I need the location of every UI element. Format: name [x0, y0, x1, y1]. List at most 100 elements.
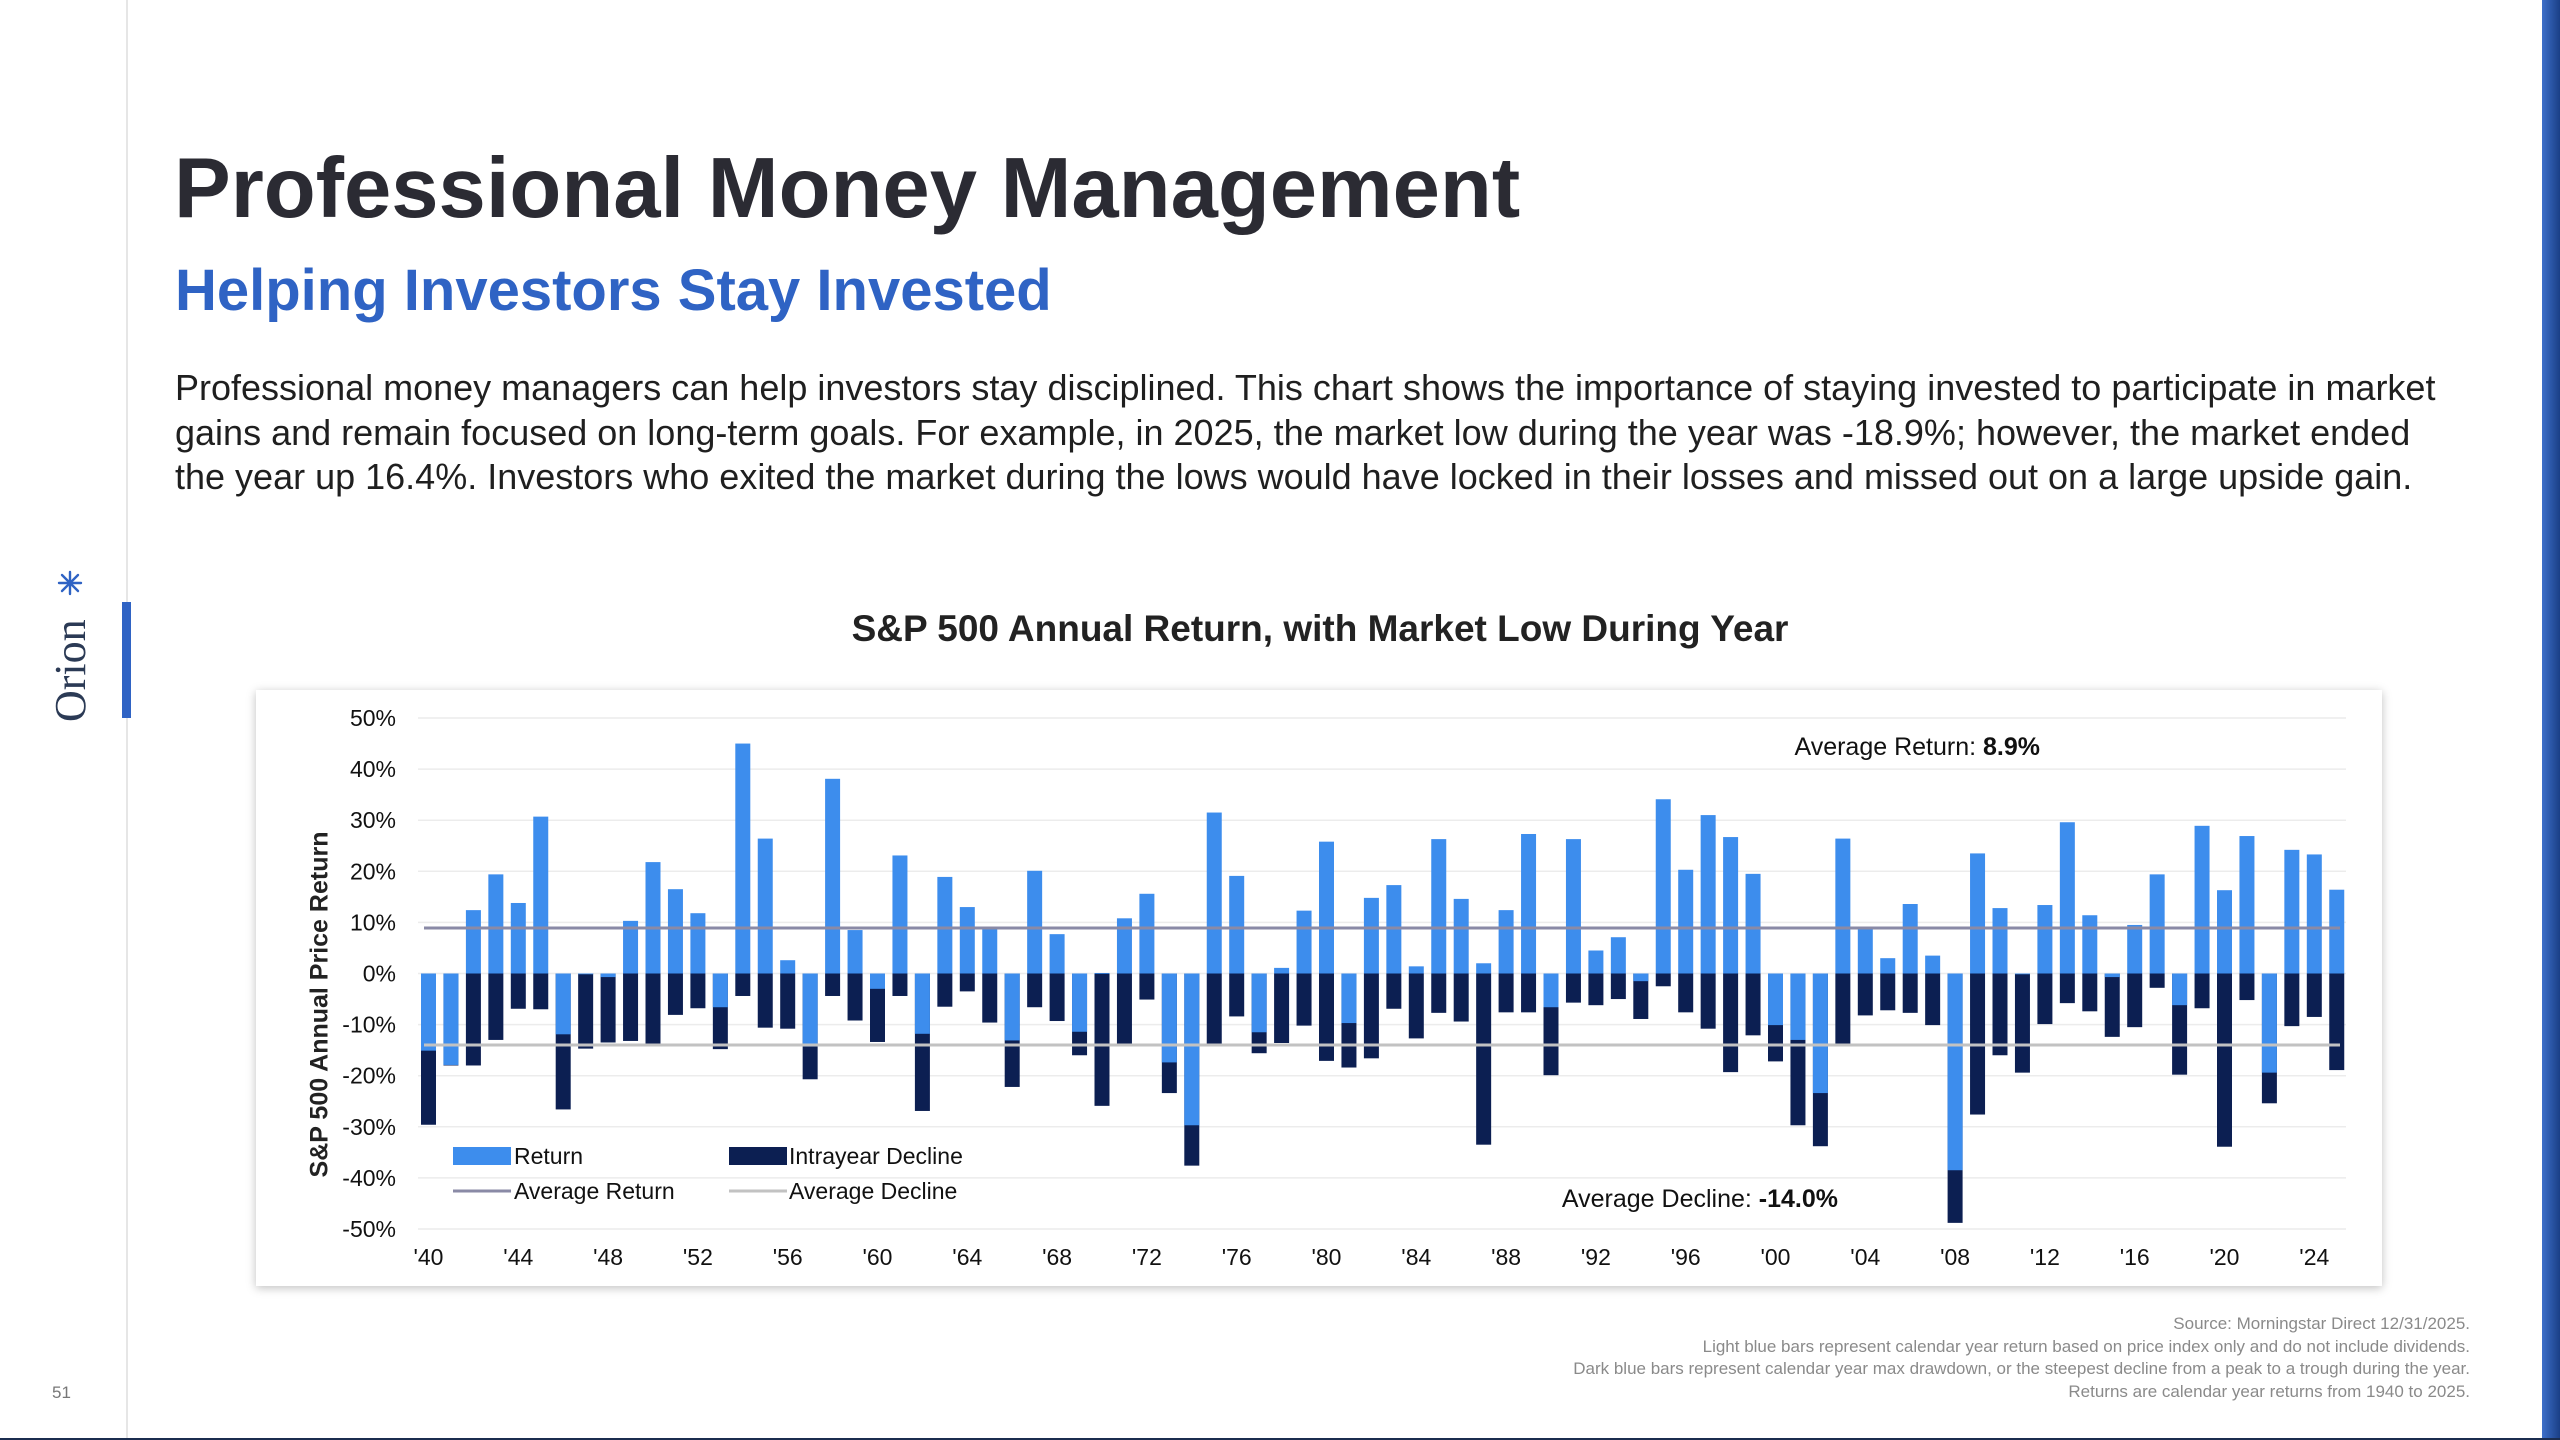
x-tick-label: '56 — [773, 1244, 803, 1270]
x-tick-label: '08 — [1940, 1244, 1970, 1270]
y-tick-label: -30% — [342, 1114, 396, 1140]
decline-bar — [1139, 973, 1155, 1000]
decline-bar — [1498, 973, 1514, 1013]
return-bar — [2149, 874, 2165, 974]
x-tick-label: '72 — [1132, 1244, 1162, 1270]
x-tick-label: '64 — [952, 1244, 982, 1270]
return-bar — [1790, 973, 1806, 1040]
return-bar — [2127, 924, 2143, 974]
return-bar — [914, 973, 930, 1034]
decline-bar — [2194, 973, 2210, 1009]
return-bar — [2059, 822, 2075, 974]
decline-bar — [2239, 973, 2255, 1001]
decline-bar — [1386, 973, 1402, 1009]
decline-bar — [1431, 973, 1447, 1013]
y-tick-label: 0% — [363, 961, 396, 987]
y-tick-label: 30% — [350, 807, 396, 833]
average-return-annotation: Average Return: 8.9% — [1794, 733, 2040, 761]
chart-title: S&P 500 Annual Return, with Market Low D… — [851, 608, 1789, 649]
decline-bar — [2059, 973, 2075, 1004]
decline-bar — [937, 973, 953, 1007]
return-bar — [600, 973, 616, 978]
decline-bar — [1296, 973, 1312, 1026]
return-bar — [1161, 973, 1177, 1063]
return-bar — [1633, 973, 1649, 982]
y-tick-label: -40% — [342, 1165, 396, 1191]
decline-bar — [1992, 973, 2008, 1056]
decline-bar — [1678, 973, 1694, 1013]
legend-return-swatch — [453, 1147, 511, 1165]
return-bar — [982, 926, 998, 974]
page-title: Professional Money Management — [174, 141, 1521, 236]
x-tick-label: '24 — [2299, 1244, 2329, 1270]
decline-bar — [825, 973, 841, 996]
decline-bar — [1835, 973, 1851, 1046]
decline-bar — [533, 973, 549, 1010]
return-bar — [1363, 897, 1379, 974]
legend-avg-return-label: Average Return — [514, 1178, 675, 1204]
decline-bar — [1476, 973, 1492, 1145]
return-bar — [2329, 889, 2345, 974]
return-bar — [1902, 904, 1918, 974]
return-bar — [667, 889, 683, 974]
decline-bar — [2284, 973, 2300, 1027]
decline-bar — [1902, 973, 1918, 1013]
decline-bar — [870, 973, 885, 1042]
return-bar — [937, 876, 953, 974]
return-bar — [1925, 955, 1941, 974]
x-tick-label: '96 — [1671, 1244, 1701, 1270]
return-bar — [1094, 972, 1110, 974]
return-bar — [1296, 910, 1312, 974]
decline-bar — [1049, 973, 1065, 1022]
return-bar — [645, 862, 661, 974]
return-bar — [1049, 934, 1065, 974]
return-bar — [2172, 973, 2188, 1006]
return-bar — [1880, 958, 1896, 974]
x-tick-label: '88 — [1491, 1244, 1521, 1270]
decline-bar — [667, 973, 683, 1015]
decline-bar — [1116, 973, 1132, 1045]
page-subtitle: Helping Investors Stay Invested — [175, 258, 1052, 323]
decline-bar — [1655, 973, 1671, 987]
return-bar — [578, 973, 594, 975]
decline-bar — [488, 973, 504, 1040]
x-tick-label: '68 — [1042, 1244, 1072, 1270]
footnotes: Source: Morningstar Direct 12/31/2025. L… — [1573, 1313, 2470, 1403]
return-bar — [1431, 839, 1447, 974]
decline-bar — [1521, 973, 1537, 1013]
return-bar — [959, 907, 975, 974]
decline-bar — [1565, 973, 1581, 1003]
x-tick-label: '12 — [2030, 1244, 2060, 1270]
decline-bar — [1723, 973, 1739, 1073]
return-bar — [1835, 838, 1851, 974]
right-edge-band — [2542, 0, 2560, 1440]
return-bar — [690, 913, 706, 974]
decline-bar — [1363, 973, 1379, 1059]
decline-bar — [2127, 973, 2143, 1028]
return-bar — [2261, 973, 2277, 1073]
decline-bar — [645, 973, 661, 1046]
x-tick-label: '48 — [593, 1244, 623, 1270]
return-bar — [2104, 973, 2120, 978]
return-bar — [1184, 973, 1200, 1126]
legend-decline-swatch — [729, 1147, 787, 1165]
decline-bar — [735, 973, 751, 996]
decline-bar — [1700, 973, 1716, 1029]
return-bar — [421, 973, 436, 1051]
decline-bar — [1633, 973, 1649, 1019]
return-bar — [1970, 853, 1986, 974]
return-bar — [443, 973, 459, 1065]
decline-bar — [2329, 973, 2345, 1071]
return-bar — [1521, 833, 1537, 974]
return-bar — [735, 743, 751, 974]
return-bar — [1992, 908, 2008, 974]
decline-bar — [578, 973, 594, 1049]
return-bar — [1655, 799, 1671, 974]
return-bar — [1139, 893, 1155, 974]
return-bar — [1251, 973, 1267, 1033]
return-bar — [2284, 849, 2300, 974]
footnote-source: Source: Morningstar Direct 12/31/2025. — [2173, 1314, 2470, 1333]
decline-bar — [847, 973, 863, 1021]
return-bar — [1610, 937, 1626, 974]
return-bar — [2014, 973, 2030, 975]
